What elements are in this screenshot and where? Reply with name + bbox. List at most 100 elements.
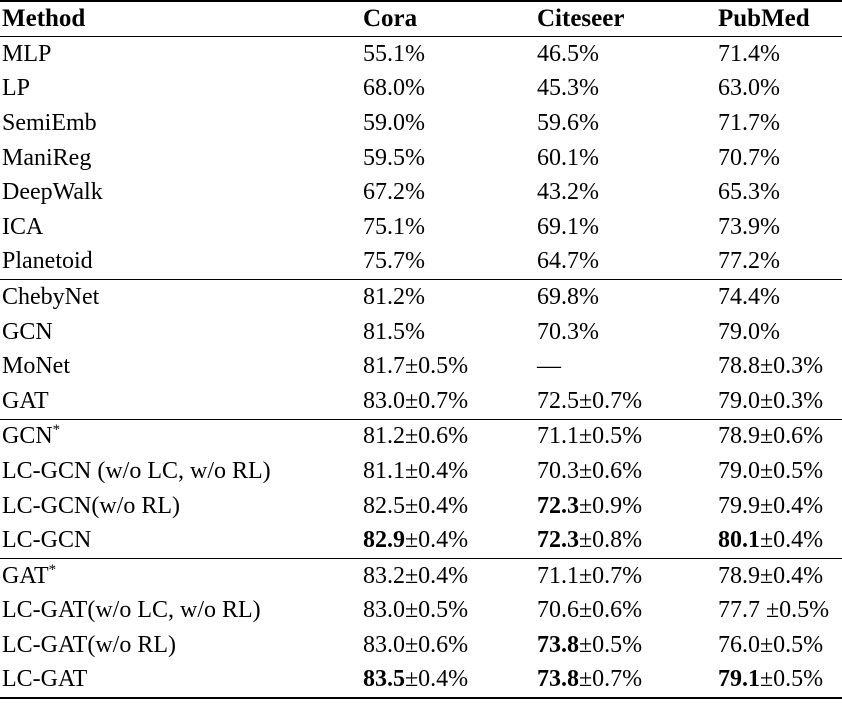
value-cell-pubmed: 73.9% [716, 210, 842, 245]
value-stddev: ±0.9% [579, 492, 643, 519]
value-stddev: ±0.7% [405, 387, 469, 414]
table-row: ChebyNet 81.2% 69.8% 74.4% [0, 279, 842, 315]
value-main: 78.8 [718, 353, 760, 380]
table-row: LC-GCN(w/o RL) 82.5±0.4% 72.3±0.9% 79.9±0.4… [0, 489, 842, 524]
value-main: 65.3% [718, 179, 780, 206]
value-main: 81.2% [363, 283, 425, 310]
value-main: 71.1 [537, 423, 579, 450]
value-main: 81.1 [363, 457, 405, 484]
value-cell-cora: 83.0±0.7% [361, 384, 535, 419]
value-cell-pubmed: 78.9±0.4% [716, 557, 842, 594]
value-cell-citeseer: 43.2% [535, 175, 716, 210]
value-main: 83.0 [363, 597, 405, 624]
value-main: 63.0% [718, 75, 780, 102]
table-row: GCN 81.5% 70.3% 79.0% [0, 315, 842, 350]
value-stddev: ±0.6% [579, 457, 643, 484]
value-stddev: ±0.5% [760, 631, 824, 658]
value-main: 75.7% [363, 248, 425, 275]
value-stddev: ±0.5% [760, 666, 824, 693]
value-main: 82.9 [363, 527, 405, 554]
value-main: 76.0 [718, 631, 760, 658]
table-row: GAT* 83.2±0.4% 71.1±0.7% 78.9±0.4% [0, 557, 842, 594]
value-cell-cora: 81.2±0.6% [361, 418, 535, 455]
method-cell: GCN [0, 315, 361, 350]
value-cell-pubmed: 80.1±0.4% [716, 523, 842, 558]
value-cell-cora: 55.1% [361, 37, 535, 72]
value-main: 80.1 [718, 527, 760, 554]
method-label: Planetoid [2, 248, 93, 275]
value-stddev: ±0.4% [405, 492, 469, 519]
value-main: 70.7% [718, 144, 780, 171]
value-cell-pubmed: 70.7% [716, 141, 842, 176]
value-main: 83.0 [363, 387, 405, 414]
value-main: 70.3% [537, 318, 599, 345]
value-cell-citeseer: 72.3±0.9% [535, 489, 716, 524]
table-row: LC-GAT 83.5±0.4% 73.8±0.7% 79.1±0.5% [0, 663, 842, 699]
method-label: GAT [2, 387, 49, 414]
value-stddev: ±0.7% [579, 387, 643, 414]
value-cell-citeseer: 69.1% [535, 210, 716, 245]
value-stddev: ±0.5% [760, 457, 824, 484]
method-label: GCN [2, 318, 53, 345]
value-main: 71.1 [537, 562, 579, 589]
value-main: 73.9% [718, 213, 780, 240]
column-header-cora: Cora [361, 1, 535, 37]
value-stddev: ±0.5% [579, 423, 643, 450]
value-main: 83.5 [363, 666, 405, 693]
value-main: 60.1% [537, 144, 599, 171]
value-cell-citeseer: 46.5% [535, 37, 716, 72]
value-cell-pubmed: 65.3% [716, 175, 842, 210]
value-cell-citeseer: 70.3% [535, 315, 716, 350]
method-label: LC-GAT(w/o LC, w/o RL) [2, 597, 261, 624]
value-main: 79.1 [718, 666, 760, 693]
value-stddev: ±0.4% [405, 562, 469, 589]
method-label: ChebyNet [2, 283, 100, 310]
value-stddev: ±0.5% [760, 597, 830, 624]
value-main: 79.0 [718, 387, 760, 414]
value-cell-pubmed: 79.1±0.5% [716, 663, 842, 699]
value-stddev: ±0.6% [405, 631, 469, 658]
method-cell: LC-GCN [0, 523, 361, 558]
value-cell-pubmed: 71.4% [716, 37, 842, 72]
method-cell: LC-GAT [0, 663, 361, 699]
value-main: 81.7 [363, 353, 405, 380]
value-stddev: ±0.4% [405, 527, 469, 554]
table-row: LC-GCN 82.9±0.4% 72.3±0.8% 80.1±0.4% [0, 523, 842, 558]
value-main: 69.8% [537, 283, 599, 310]
table-row: MoNet 81.7±0.5% —78.8±0.3% [0, 349, 842, 384]
value-main: 77.2% [718, 248, 780, 275]
value-cell-cora: 75.7% [361, 245, 535, 280]
value-main: 68.0% [363, 75, 425, 102]
method-cell: ManiReg [0, 141, 361, 176]
value-main: 71.4% [718, 40, 780, 67]
value-cell-cora: 82.9±0.4% [361, 523, 535, 558]
value-cell-pubmed: 79.9±0.4% [716, 489, 842, 524]
value-stddev: ±0.4% [760, 527, 824, 554]
value-stddev: ±0.7% [579, 562, 643, 589]
value-stddev: ±0.4% [405, 457, 469, 484]
table-row: SemiEmb 59.0% 59.6% 71.7% [0, 106, 842, 141]
value-cell-cora: 83.2±0.4% [361, 557, 535, 594]
value-stddev: ±0.6% [760, 423, 824, 450]
method-label: MoNet [2, 353, 70, 380]
value-main: 75.1% [363, 213, 425, 240]
value-cell-pubmed: 63.0% [716, 72, 842, 107]
value-cell-cora: 83.5±0.4% [361, 663, 535, 699]
method-superscript-star: * [52, 422, 61, 439]
value-main: 74.4% [718, 283, 780, 310]
table-row: ManiReg 59.5% 60.1% 70.7% [0, 141, 842, 176]
value-cell-pubmed: 77.7 ±0.5% [716, 594, 842, 629]
method-label: MLP [2, 40, 52, 67]
method-cell: MoNet [0, 349, 361, 384]
value-cell-citeseer: 64.7% [535, 245, 716, 280]
value-stddev: ±0.5% [579, 631, 643, 658]
value-stddev: ±0.5% [405, 353, 469, 380]
value-main: 78.9 [718, 423, 760, 450]
value-cell-pubmed: 78.9±0.6% [716, 418, 842, 455]
value-main: 70.6 [537, 597, 579, 624]
value-main: — [537, 353, 561, 380]
method-label: LC-GAT(w/o RL) [2, 631, 176, 658]
value-cell-citeseer: 73.8±0.5% [535, 628, 716, 663]
method-label: LP [2, 75, 31, 102]
